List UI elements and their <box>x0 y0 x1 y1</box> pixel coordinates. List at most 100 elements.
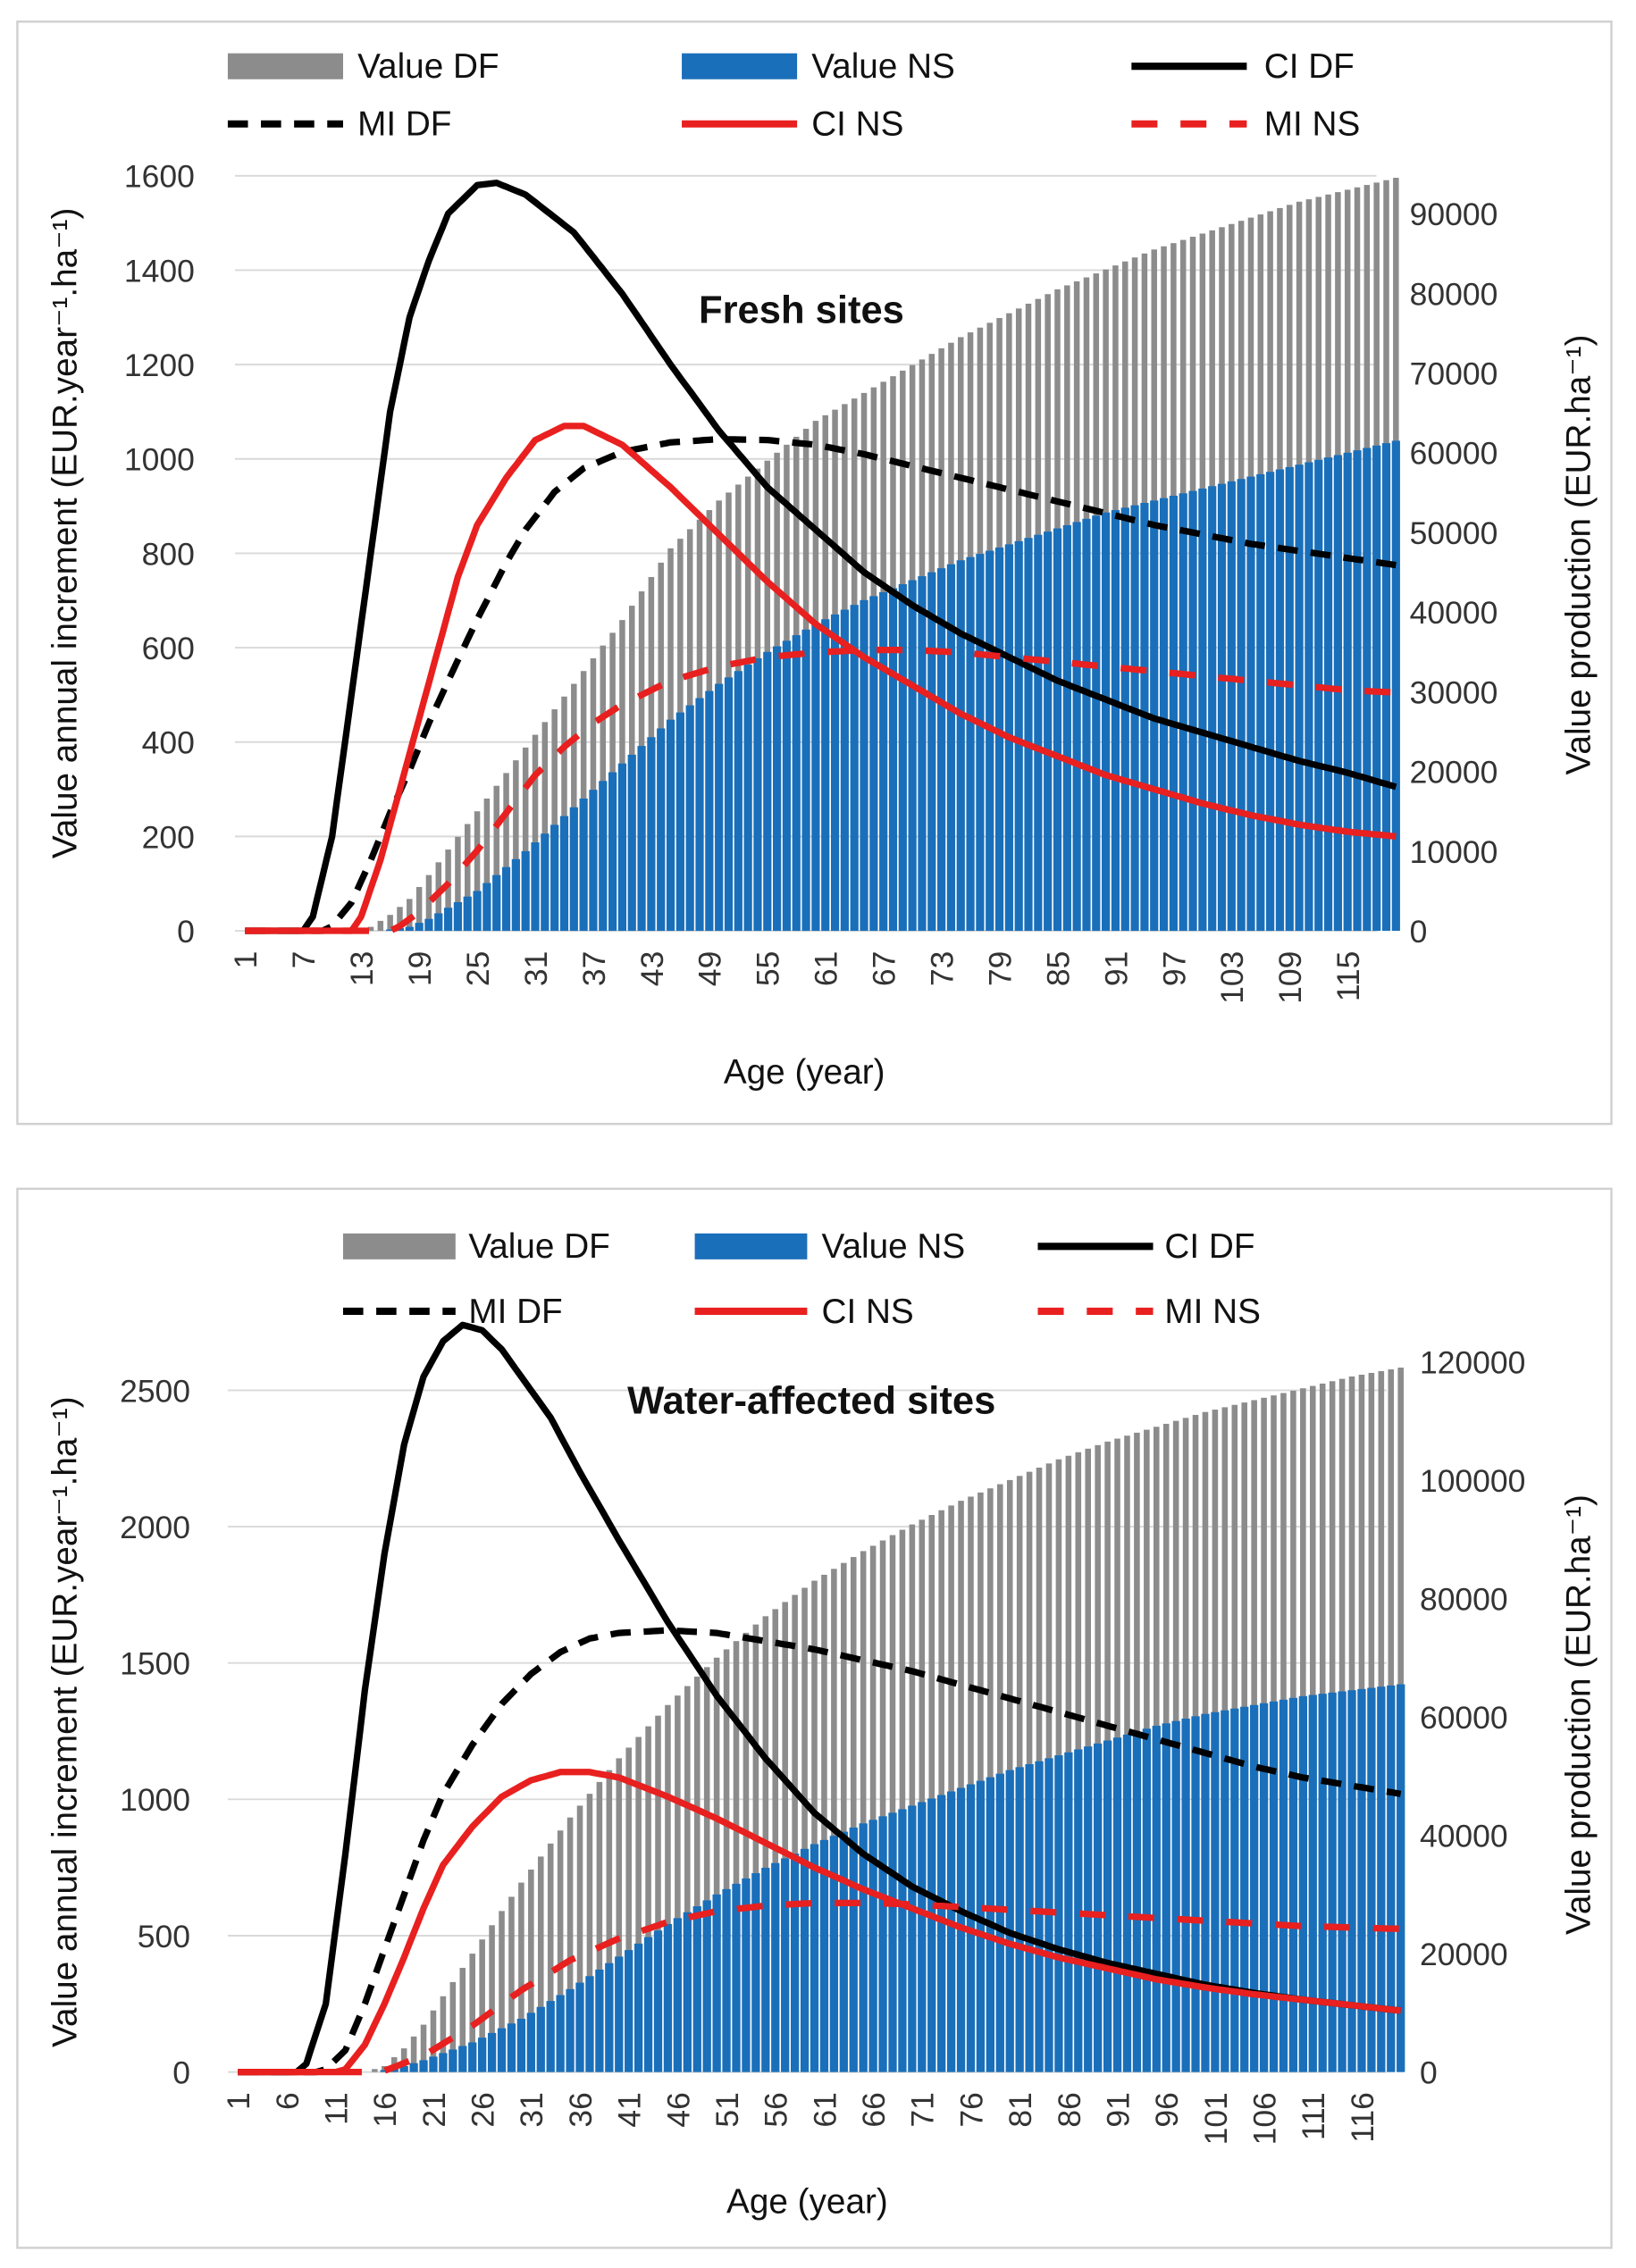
bar <box>773 646 782 932</box>
bar <box>407 899 413 932</box>
bar <box>1298 1695 1307 2072</box>
bar <box>528 1869 534 2072</box>
y-left-tick-label: 1600 <box>124 159 195 195</box>
legend-swatch <box>682 53 798 80</box>
bar <box>800 1848 810 2072</box>
x-tick-label: 37 <box>576 951 612 986</box>
legend: Value DF Value NS CI DF MI DF CI NS MI NS <box>227 47 1360 144</box>
bar <box>559 816 569 932</box>
bar <box>1211 1711 1220 2072</box>
bar <box>419 2060 428 2072</box>
bar <box>1250 1704 1259 2072</box>
bar <box>948 1505 954 2072</box>
bar <box>1053 528 1062 932</box>
bar <box>625 1747 632 2072</box>
y-right-tick-label: 20000 <box>1410 755 1498 791</box>
bar <box>868 1820 877 2072</box>
bar <box>1314 459 1323 932</box>
bar <box>1269 1701 1279 2072</box>
bar <box>503 773 509 932</box>
x-tick-label: 86 <box>1052 2092 1087 2127</box>
x-tick-label: 36 <box>563 2092 599 2127</box>
bar <box>463 896 472 932</box>
bar <box>790 1854 800 2072</box>
bar <box>889 1535 896 2072</box>
bar <box>1318 1694 1327 2072</box>
y-right-tick-label: 90000 <box>1410 197 1498 232</box>
bar <box>751 1872 760 2072</box>
bar <box>1275 469 1285 932</box>
bar <box>434 913 443 932</box>
bar <box>782 1602 788 2072</box>
bar <box>761 1867 770 2072</box>
x-tick-label: 103 <box>1214 951 1250 1004</box>
bar <box>579 798 588 932</box>
x-tick-label: 7 <box>286 951 322 969</box>
x-tick-label: 111 <box>1296 2092 1331 2140</box>
bar <box>429 2056 438 2072</box>
bar <box>994 547 1004 932</box>
bar <box>1062 524 1071 932</box>
bar <box>616 1758 623 2072</box>
bar <box>1162 1723 1170 2072</box>
bar <box>1372 445 1381 932</box>
bar <box>380 2070 389 2072</box>
bar <box>705 690 714 932</box>
bar <box>1014 540 1023 932</box>
bar <box>576 1805 583 2072</box>
y-right-tick-label: 30000 <box>1410 674 1498 710</box>
chart-water-affected-sites: 0 500 1000 1500 2000 2500 0 20000 40000 60000 8000… <box>16 1187 1613 2249</box>
bar <box>938 1510 944 2072</box>
bar <box>1308 1695 1317 2072</box>
y-left-tick-label: 2000 <box>120 1510 190 1545</box>
bar <box>415 923 424 932</box>
bar <box>937 1795 946 2072</box>
legend-label: Value DF <box>357 47 499 86</box>
x-tick-label: 21 <box>416 2092 452 2127</box>
bar <box>908 580 917 932</box>
bar <box>1230 1708 1239 2072</box>
bar <box>625 1950 633 2072</box>
bar <box>695 698 704 932</box>
x-tick-label: 61 <box>807 2092 843 2127</box>
bar <box>1198 488 1207 932</box>
legend-item: MI DF <box>342 1293 563 1331</box>
x-tick-label: 43 <box>634 951 670 986</box>
bar <box>627 754 636 932</box>
bar <box>425 875 432 932</box>
legend-item: MI NS <box>1037 1293 1261 1331</box>
bar <box>546 2001 555 2072</box>
bar <box>946 564 956 932</box>
legend-swatch <box>694 1233 808 1260</box>
bar <box>513 760 519 932</box>
bar <box>665 1704 671 2072</box>
y-right-tick-label: 0 <box>1420 2055 1438 2091</box>
bar <box>1305 462 1313 932</box>
line-series-ci-df <box>245 180 1397 934</box>
bar <box>497 2028 507 2072</box>
bar <box>673 1918 683 2072</box>
bar <box>1246 476 1255 932</box>
x-tick-label: 31 <box>518 951 554 986</box>
x-tick-label: 61 <box>809 951 844 986</box>
bar <box>692 1906 701 2072</box>
bar <box>566 1988 575 2072</box>
bar <box>586 1794 593 2072</box>
bar <box>420 2024 427 2072</box>
y-left-tick-label: 2500 <box>120 1373 190 1409</box>
bar <box>1120 507 1129 932</box>
bar <box>499 1911 505 2072</box>
bar <box>1044 531 1053 932</box>
legend-label: Value NS <box>822 1227 966 1266</box>
bar <box>550 824 559 932</box>
bar <box>1191 1716 1200 2072</box>
bar <box>647 737 656 932</box>
bar <box>1357 1688 1366 2072</box>
y-left-tick-label: 600 <box>142 631 195 666</box>
bar <box>1208 486 1217 932</box>
bar <box>976 554 985 932</box>
legend-item: CI NS <box>694 1293 914 1331</box>
x-tick-label: 76 <box>953 2092 989 2127</box>
bar <box>595 1969 604 2072</box>
line-series-ci-ns <box>238 1769 1402 2076</box>
